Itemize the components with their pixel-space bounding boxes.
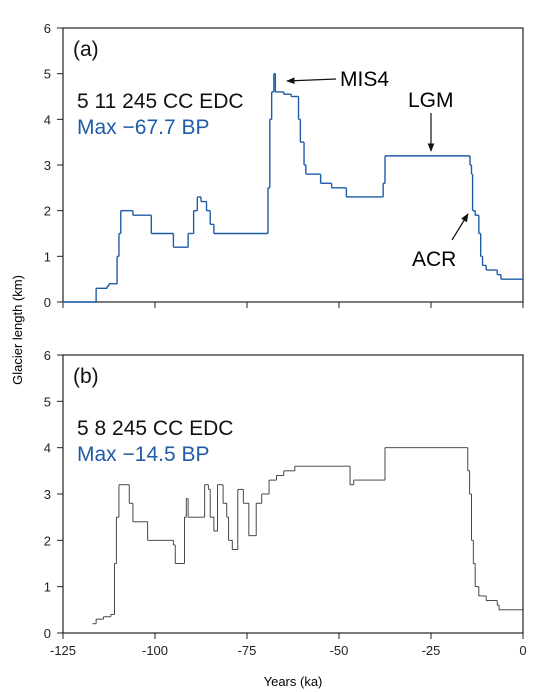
y-tick-label: 2 <box>44 204 51 219</box>
annotation-arrows <box>286 77 469 241</box>
y-axis-label: Glacier length (km) <box>10 275 25 385</box>
annotation: MIS4 <box>340 68 389 91</box>
plot-frame <box>62 354 524 634</box>
run-label: 5 8 245 CC EDC <box>77 417 233 440</box>
y-tick-label: 1 <box>44 249 51 264</box>
max-label: Max −14.5 BP <box>77 443 210 466</box>
y-tick-label: 0 <box>44 626 51 641</box>
x-tick-label: -125 <box>50 643 76 658</box>
max-label: Max −67.7 BP <box>77 116 210 139</box>
annotation: ACR <box>412 248 456 271</box>
y-tick-label: 6 <box>44 348 51 363</box>
x-tick-label: -50 <box>330 643 349 658</box>
x-tick-label: -75 <box>238 643 257 658</box>
panel-label: (a) <box>73 38 99 61</box>
y-tick-label: 5 <box>44 394 51 409</box>
y-tick-label: 3 <box>44 158 51 173</box>
y-tick-label: 2 <box>44 533 51 548</box>
x-tick-label: -100 <box>142 643 168 658</box>
y-tick-label: 4 <box>44 441 51 456</box>
y-tick-label: 5 <box>44 67 51 82</box>
run-label: 5 11 245 CC EDC <box>77 90 244 113</box>
annotation: LGM <box>408 89 454 112</box>
x-axis-label: Years (ka) <box>264 674 323 689</box>
x-tick-label: -25 <box>422 643 441 658</box>
y-tick-label: 4 <box>44 112 51 127</box>
y-tick-label: 3 <box>44 487 51 502</box>
x-tick-label: 0 <box>519 643 526 658</box>
y-tick-label: 1 <box>44 580 51 595</box>
y-tick-label: 0 <box>44 295 51 310</box>
panel-label: (b) <box>73 365 99 388</box>
y-tick-label: 6 <box>44 21 51 36</box>
